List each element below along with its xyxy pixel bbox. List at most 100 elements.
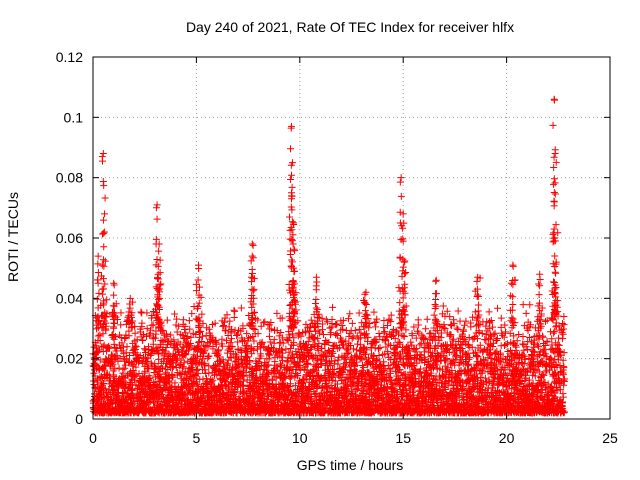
data-point: [370, 308, 378, 316]
data-point: [182, 329, 190, 337]
data-point: [123, 343, 131, 351]
data-point: [132, 371, 140, 379]
data-point: [155, 350, 163, 358]
data-point: [91, 384, 99, 392]
data-point: [112, 353, 120, 361]
data-point: [188, 310, 196, 318]
data-point: [485, 308, 493, 316]
data-point: [224, 360, 232, 368]
data-point: [106, 374, 114, 382]
data-point: [111, 333, 119, 341]
data-point: [118, 339, 126, 347]
data-point: [139, 336, 147, 344]
data-point: [165, 378, 173, 386]
data-points: [89, 95, 568, 417]
data-point: [163, 333, 171, 341]
data-point: [173, 315, 181, 323]
data-point: [192, 331, 200, 338]
data-point: [349, 333, 357, 341]
data-point: [494, 304, 502, 312]
data-point: [143, 358, 151, 366]
data-point: [148, 321, 156, 329]
data-point: [226, 317, 234, 325]
data-point: [218, 335, 226, 343]
data-point: [140, 345, 148, 353]
data-point: [169, 373, 177, 381]
data-point: [181, 381, 189, 389]
data-point: [121, 364, 129, 372]
data-point: [149, 321, 157, 329]
data-point: [141, 408, 149, 416]
data-point: [107, 399, 115, 407]
data-point: [366, 320, 374, 328]
data-point: [111, 365, 119, 373]
data-point: [180, 359, 188, 367]
data-point: [131, 329, 139, 337]
data-point: [465, 333, 473, 341]
data-point: [122, 331, 130, 339]
data-point: [184, 409, 192, 417]
data-point: [93, 325, 101, 333]
data-point: [137, 308, 145, 316]
data-point: [126, 351, 134, 359]
data-point: [422, 325, 430, 333]
data-point: [302, 320, 310, 328]
data-point: [136, 351, 144, 359]
data-point: [173, 345, 181, 353]
data-point: [167, 331, 175, 339]
data-point: [302, 329, 310, 337]
data-point: [344, 315, 352, 323]
data-point: [178, 364, 186, 372]
data-point: [462, 317, 470, 325]
data-point: [96, 356, 104, 364]
data-point: [186, 340, 194, 348]
data-point: [151, 334, 159, 342]
data-point: [355, 309, 363, 317]
data-point: [105, 344, 113, 352]
data-point: [332, 321, 340, 329]
data-point: [125, 359, 133, 367]
data-point: [500, 341, 508, 349]
data-point: [230, 306, 238, 314]
data-point: [188, 400, 196, 408]
data-point: [326, 324, 334, 332]
data-point: [423, 315, 431, 323]
data-point: [173, 328, 181, 336]
data-point: [161, 347, 169, 355]
data-point: [171, 379, 179, 387]
data-point: [273, 309, 281, 317]
data-point: [169, 363, 177, 371]
data-point: [173, 341, 181, 349]
data-point: [338, 321, 346, 329]
data-point: [143, 324, 151, 332]
data-point: [179, 316, 187, 324]
data-point: [146, 374, 154, 382]
data-point: [184, 380, 192, 388]
data-point: [132, 349, 140, 357]
data-point: [454, 307, 462, 315]
data-point: [109, 361, 117, 369]
data-point: [138, 319, 146, 327]
data-point: [348, 319, 356, 327]
data-point: [142, 332, 150, 340]
data-point: [479, 347, 487, 355]
data-point: [171, 310, 179, 318]
data-point: [135, 370, 143, 378]
data-point: [461, 321, 469, 329]
data-point: [193, 380, 201, 388]
data-point: [282, 345, 290, 353]
data-point: [497, 314, 505, 322]
data-point: [346, 310, 354, 318]
data-point: [182, 351, 190, 359]
data-point: [187, 333, 195, 341]
data-point: [150, 369, 158, 377]
data-point: [179, 363, 187, 371]
data-point: [227, 335, 235, 343]
data-point: [132, 342, 140, 350]
data-point: [159, 357, 167, 365]
data-point: [121, 335, 129, 343]
data-point: [439, 302, 447, 310]
data-point: [333, 320, 341, 328]
data-point: [372, 323, 380, 331]
